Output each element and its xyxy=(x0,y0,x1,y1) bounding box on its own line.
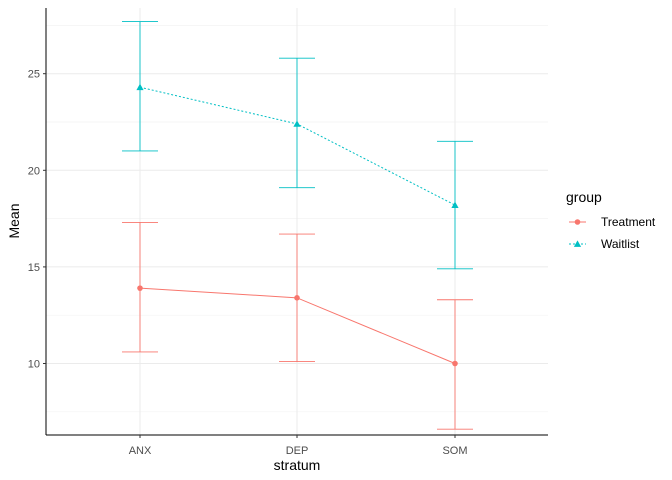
y-tick-label: 10 xyxy=(28,359,40,371)
legend-item-treatment: Treatment xyxy=(569,215,656,229)
legend-item-waitlist: Waitlist xyxy=(569,237,640,251)
data-point-triangle xyxy=(136,83,144,91)
x-tick-labels: ANX DEP SOM xyxy=(129,435,468,457)
y-axis-title: Mean xyxy=(6,203,22,238)
data-point-circle xyxy=(452,360,458,367)
legend-label: Waitlist xyxy=(601,237,640,251)
y-tick-labels: 10 15 20 25 xyxy=(28,69,46,371)
data-point-triangle xyxy=(293,120,301,127)
series-treatment xyxy=(122,222,473,430)
legend-items: Treatment Waitlist xyxy=(569,215,656,251)
x-axis-title: stratum xyxy=(274,457,321,473)
data-point-triangle xyxy=(451,201,459,208)
y-tick-label: 25 xyxy=(28,69,40,81)
legend-marker-triangle xyxy=(573,240,582,247)
series-waitlist xyxy=(122,21,473,270)
y-tick-label: 20 xyxy=(28,165,40,177)
legend: group Treatment Waitlist xyxy=(566,189,656,251)
x-tick-label: DEP xyxy=(286,445,309,457)
x-tick-label: SOM xyxy=(442,445,467,457)
data-point-circle xyxy=(294,295,300,301)
data-point-circle xyxy=(137,285,143,291)
legend-title: group xyxy=(566,189,602,205)
legend-label: Treatment xyxy=(601,215,656,229)
series-layer xyxy=(122,21,473,430)
legend-marker-circle xyxy=(574,219,581,225)
y-tick-label: 15 xyxy=(28,262,40,274)
x-tick-label: ANX xyxy=(129,445,152,457)
